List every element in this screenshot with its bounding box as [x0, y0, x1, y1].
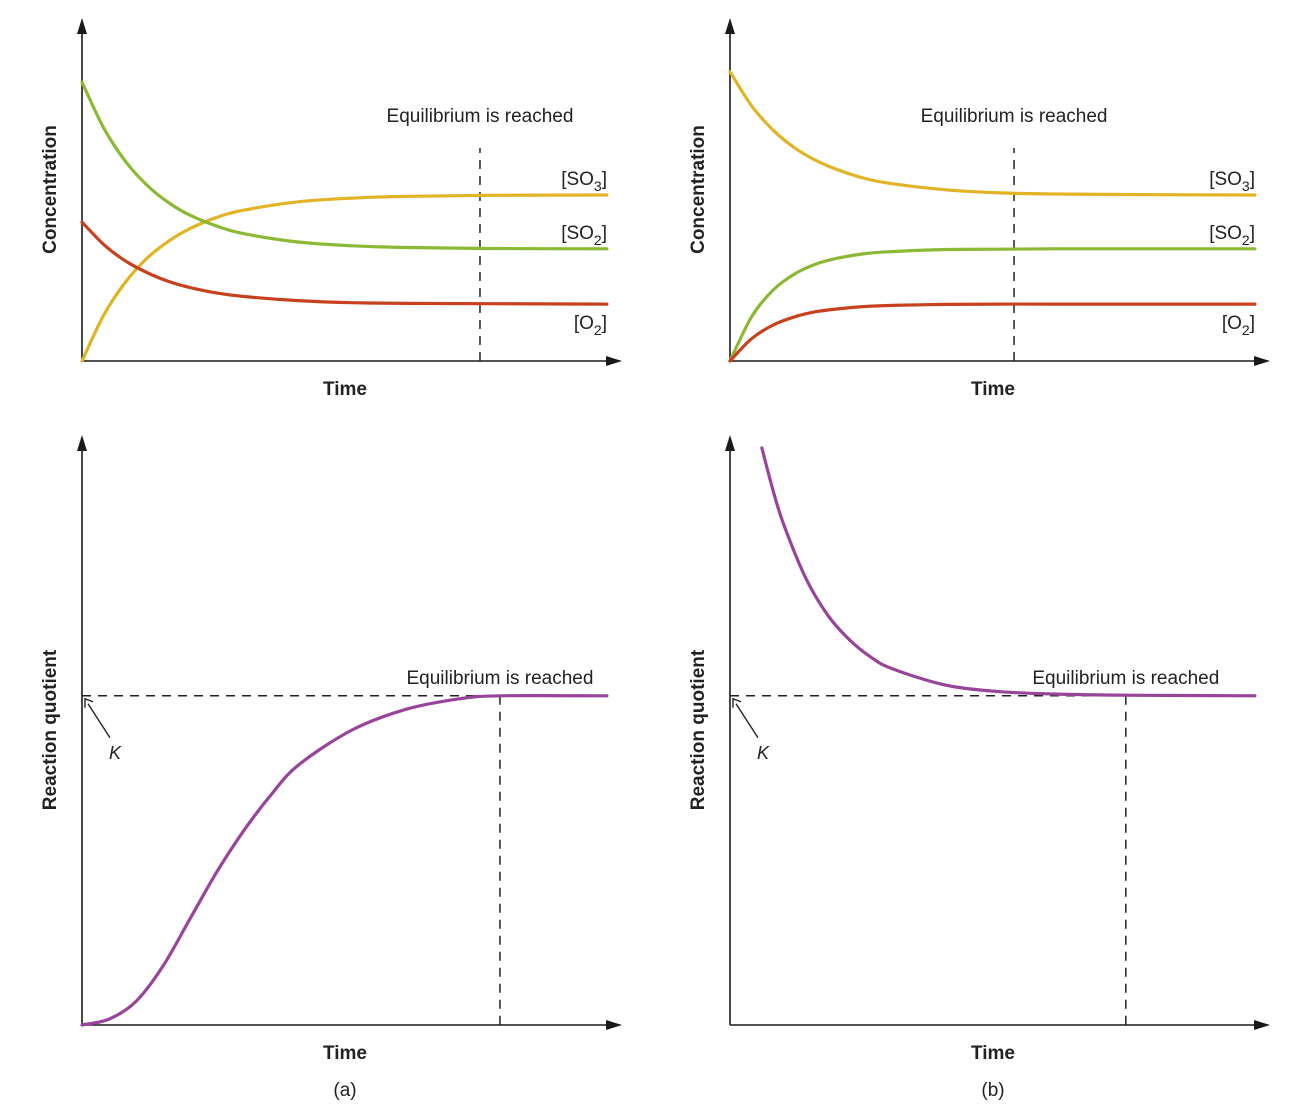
series-label-main: [SO [1209, 223, 1242, 244]
caption-b: (b) [981, 1080, 1004, 1101]
k-pointer-line [735, 703, 759, 739]
series-label: [SO3] [1209, 169, 1255, 194]
x-axis-arrow-icon [1254, 1020, 1270, 1030]
x-axis-label: Time [323, 1043, 367, 1064]
series-line-so2 [80, 80, 609, 251]
equilibrium-annotation: Equilibrium is reached [406, 668, 593, 689]
series-line-o2 [728, 302, 1257, 363]
series-line-reaction-quotient [760, 446, 1257, 698]
series-label-subscript: 2 [1242, 232, 1250, 248]
series-label-subscript: 3 [1242, 178, 1250, 194]
series-label-end: ] [602, 223, 607, 244]
series-label-main: [O [574, 313, 594, 334]
y-axis-label: Reaction quotient [688, 649, 709, 810]
x-axis-label: Time [971, 379, 1015, 400]
series-label-end: ] [1250, 169, 1255, 190]
series-label: [SO2] [1209, 223, 1255, 248]
y-axis-arrow-icon [77, 435, 87, 451]
panel-concentration-a: Time Concentration Equilibrium is reached [… [40, 18, 622, 400]
k-pointer-line [87, 703, 111, 739]
series-line-so2 [728, 247, 1257, 363]
k-label: K [757, 743, 770, 763]
series-label-subscript: 2 [594, 322, 602, 338]
y-axis-label: Concentration [688, 125, 709, 254]
series-label-end: ] [1250, 223, 1255, 244]
y-axis-arrow-icon [725, 18, 735, 34]
equilibrium-annotation: Equilibrium is reached [387, 106, 574, 127]
panel-reaction-quotient-b: Time Reaction quotient Equilibrium is reac… [688, 435, 1270, 1064]
series-label-subscript: 2 [1242, 322, 1250, 338]
x-axis-arrow-icon [606, 356, 622, 366]
caption-a: (a) [333, 1080, 356, 1101]
series-label: [SO2] [561, 223, 607, 248]
series-label-end: ] [1250, 313, 1255, 334]
y-axis-arrow-icon [77, 18, 87, 34]
series-line-o2 [80, 220, 609, 306]
series-line-so3 [728, 70, 1257, 197]
series-label: [O2] [574, 313, 607, 338]
series-label-end: ] [602, 169, 607, 190]
x-axis-label: Time [323, 379, 367, 400]
k-arrowhead-icon [84, 697, 94, 708]
x-axis-label: Time [971, 1043, 1015, 1064]
equilibrium-annotation: Equilibrium is reached [921, 106, 1108, 127]
series-line-reaction-quotient [80, 693, 609, 1027]
x-axis-arrow-icon [606, 1020, 622, 1030]
k-arrowhead-icon [732, 697, 742, 708]
k-label: K [109, 743, 122, 763]
y-axis-arrow-icon [725, 435, 735, 451]
y-axis-label: Reaction quotient [40, 649, 61, 810]
series-label: [O2] [1222, 313, 1255, 338]
series-label-main: [O [1222, 313, 1242, 334]
series-label-main: [SO [561, 223, 594, 244]
series-label-main: [SO [561, 169, 594, 190]
panel-concentration-b: Time Concentration Equilibrium is reached [… [688, 18, 1270, 400]
series-label: [SO3] [561, 169, 607, 194]
series-label-main: [SO [1209, 169, 1242, 190]
series-label-end: ] [602, 313, 607, 334]
x-axis-arrow-icon [1254, 356, 1270, 366]
series-line-so3 [80, 193, 609, 363]
series-label-subscript: 3 [594, 178, 602, 194]
y-axis-label: Concentration [40, 125, 61, 254]
equilibrium-annotation: Equilibrium is reached [1032, 668, 1219, 689]
series-label-subscript: 2 [594, 232, 602, 248]
panel-reaction-quotient-a: Time Reaction quotient Equilibrium is reac… [40, 435, 622, 1064]
